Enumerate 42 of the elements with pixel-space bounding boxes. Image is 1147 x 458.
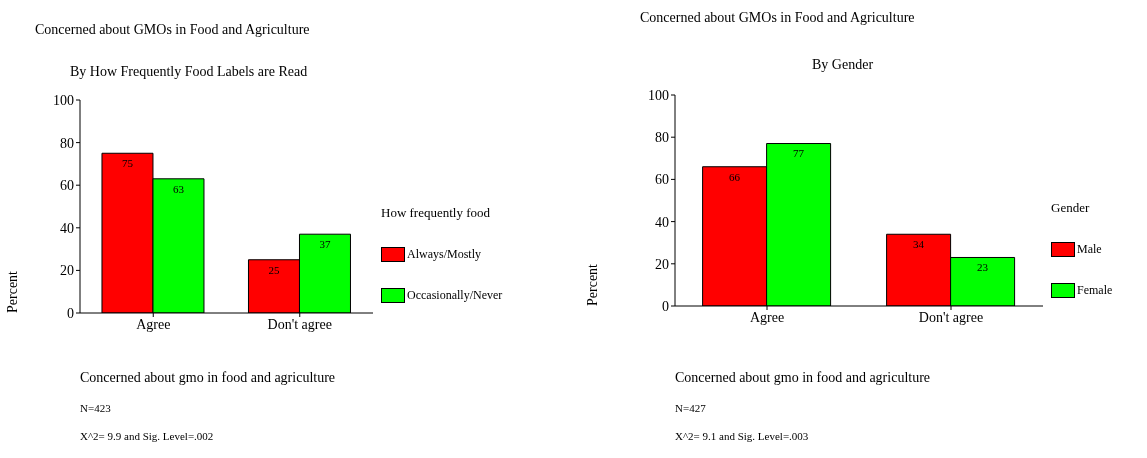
x-tick-label: Agree bbox=[749, 309, 785, 325]
legend-label: Occasionally/Never bbox=[407, 288, 503, 303]
y-tick-label: 0 bbox=[67, 305, 74, 321]
legend-title: How frequently food bbox=[381, 205, 492, 221]
chart-subtitle: By How Frequently Food Labels are Read bbox=[70, 64, 308, 80]
y-tick-label: 20 bbox=[655, 256, 669, 272]
x-tick-label: Don't agree bbox=[918, 309, 984, 325]
chart-subtitle: By Gender bbox=[812, 57, 874, 73]
legend-label: Female bbox=[1077, 283, 1113, 298]
y-tick-label: 60 bbox=[655, 172, 669, 188]
y-tick-label: 80 bbox=[655, 130, 669, 146]
chart-title: Concerned about GMOs in Food and Agriculture bbox=[35, 22, 310, 38]
x-axis-title: Concerned about gmo in food and agriculture bbox=[675, 370, 931, 386]
legend-title: Gender bbox=[1051, 200, 1091, 216]
y-tick-label: 100 bbox=[648, 87, 669, 103]
text: X^2= 9.1 and Sig. Level=.003 bbox=[675, 430, 809, 442]
y-tick-label: 20 bbox=[60, 263, 74, 279]
y-tick-label: 40 bbox=[60, 220, 74, 236]
text: N=423 bbox=[80, 402, 111, 414]
y-axis-title: Percent bbox=[5, 271, 21, 313]
data-label: 66 bbox=[729, 170, 741, 183]
y-tick-label: 40 bbox=[655, 214, 669, 230]
data-label: 75 bbox=[121, 157, 134, 170]
data-label: 63 bbox=[172, 182, 185, 195]
y-tick-label: 80 bbox=[60, 135, 74, 151]
data-label: 25 bbox=[268, 263, 280, 276]
text: X^2= 9.9 and Sig. Level=.002 bbox=[80, 430, 214, 442]
legend-label: Always/Mostly bbox=[407, 247, 482, 262]
y-tick-label: 100 bbox=[53, 92, 74, 108]
data-label: 37 bbox=[319, 238, 331, 250]
x-tick-label: Agree bbox=[136, 316, 171, 332]
y-tick-label: 0 bbox=[662, 298, 669, 314]
data-label: 77 bbox=[793, 147, 805, 160]
chart-title: Concerned about GMOs in Food and Agriculture bbox=[640, 10, 915, 26]
data-label: 34 bbox=[913, 238, 925, 251]
y-axis-title: Percent bbox=[585, 264, 601, 306]
legend-label: Male bbox=[1077, 242, 1102, 257]
x-tick-label: Don't agree bbox=[267, 316, 332, 332]
data-label: 23 bbox=[977, 261, 989, 274]
text: N=427 bbox=[675, 402, 706, 414]
y-tick-label: 60 bbox=[60, 178, 74, 194]
x-axis-title: Concerned about gmo in food and agriculture bbox=[80, 370, 336, 386]
